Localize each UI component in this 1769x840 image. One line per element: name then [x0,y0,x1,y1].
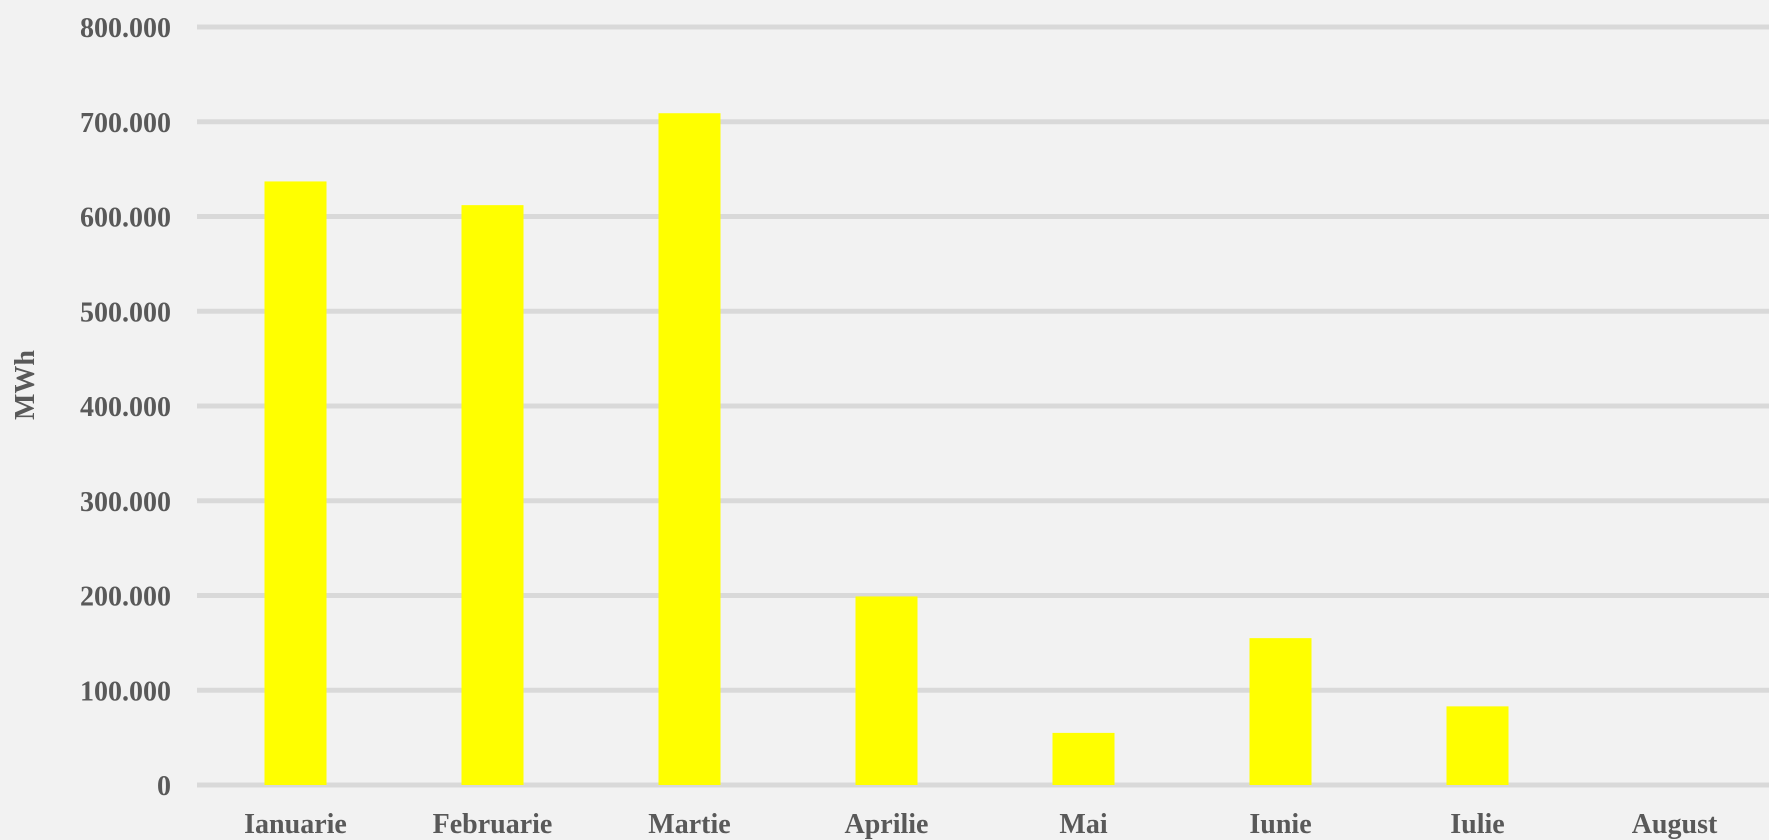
x-tick-label-august: August [1632,809,1718,840]
x-tick-label-februarie: Februarie [433,809,553,840]
y-tick-label: 500.000 [80,297,171,328]
x-tick-label-aprilie: Aprilie [845,809,929,840]
y-tick-label: 200.000 [80,582,171,613]
bar-februarie [461,205,524,785]
x-tick-label-iulie: Iulie [1450,809,1504,840]
y-tick-label: 0 [157,771,171,802]
y-tick-label: 600.000 [80,203,171,234]
y-tick-label: 400.000 [80,392,171,423]
x-tick-label-iunie: Iunie [1249,809,1311,840]
bar-ianuarie [264,181,327,785]
bar-mai [1052,732,1115,785]
y-axis-tick-labels: 0 100.000 200.000 300.000 400.000 500.000 600.… [80,13,171,802]
bar-iunie [1249,638,1312,785]
bars [264,113,1509,785]
x-tick-label-mai: Mai [1059,809,1107,840]
y-tick-label: 100.000 [80,676,171,707]
y-tick-label: 700.000 [80,108,171,139]
y-axis-title: MWh [10,350,41,420]
x-tick-label-martie: Martie [648,809,730,840]
y-tick-label: 800.000 [80,13,171,44]
x-tick-label-ianuarie: Ianuarie [244,809,347,840]
y-tick-label: 300.000 [80,487,171,518]
x-axis-tick-labels: Ianuarie Februarie Martie Aprilie Mai Iunie Iu… [244,809,1718,840]
gridlines [197,24,1769,788]
bar-aprilie [855,596,918,785]
bar-martie [658,113,721,785]
bar-iulie [1446,706,1509,785]
